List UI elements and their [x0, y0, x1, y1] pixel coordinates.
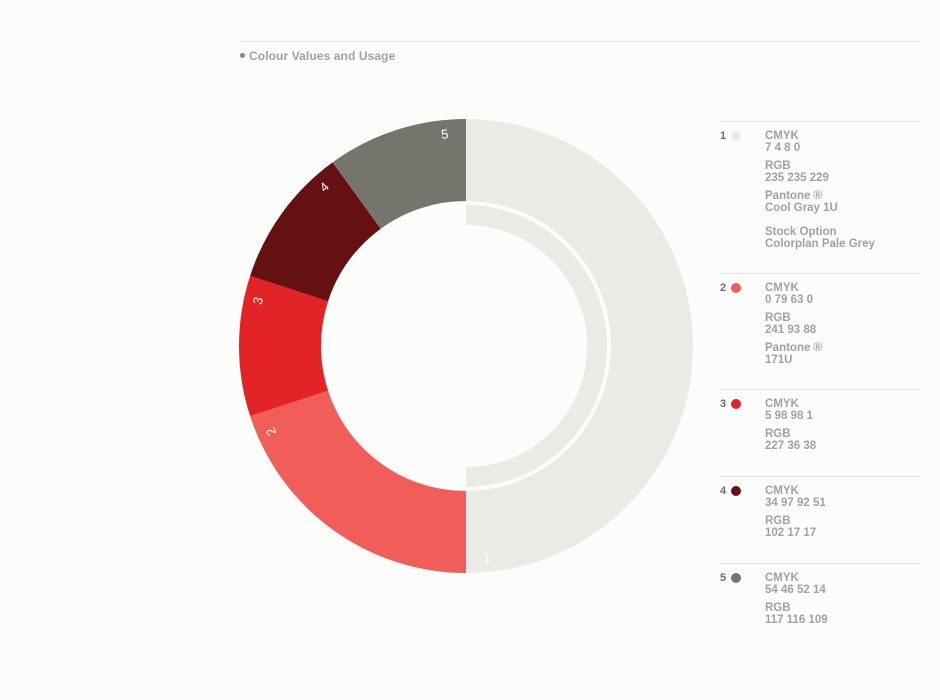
- inner-accent-ring: [466, 205, 607, 487]
- legend-entry-3: 3 CMYK 5 98 98 1 RGB 227 36 38: [720, 389, 920, 476]
- cmyk-values: 5 98 98 1: [765, 410, 813, 422]
- legend-index: 5: [720, 572, 727, 584]
- legend-index: 1: [720, 130, 727, 142]
- donut-slice-5: [332, 119, 466, 229]
- pantone-value: Cool Gray 1U: [765, 202, 838, 214]
- rgb-label: RGB: [765, 160, 791, 172]
- stock-value: Colorplan Pale Grey: [765, 238, 875, 250]
- rgb-values: 241 93 88: [765, 324, 817, 336]
- cmyk-label: CMYK: [765, 485, 799, 497]
- legend-entry-2: 2 CMYK 0 79 63 0 RGB 241 93 88 Pantone ® 17…: [720, 273, 920, 389]
- top-divider: [240, 41, 920, 42]
- swatch-dot-icon: [731, 131, 741, 141]
- stock-label: Stock Option: [765, 226, 837, 238]
- swatch-dot-icon: [731, 399, 741, 409]
- swatch-dot-icon: [731, 486, 741, 496]
- legend-values: CMYK 54 46 52 14 RGB 117 116 109: [765, 572, 828, 632]
- legend-values: CMYK 34 97 92 51 RGB 102 17 17: [765, 485, 826, 545]
- donut-slice-3: [238, 275, 329, 417]
- legend-values: CMYK 0 79 63 0 RGB 241 93 88 Pantone ® 171U: [765, 282, 822, 372]
- rgb-values: 227 36 38: [765, 440, 817, 452]
- legend-values: CMYK 7 4 8 0 RGB 235 235 229 Pantone ® Cool…: [765, 130, 875, 256]
- swatch-dot-icon: [731, 573, 741, 583]
- cmyk-label: CMYK: [765, 572, 799, 584]
- pantone-label: Pantone ®: [765, 342, 823, 354]
- donut-hole: [345, 225, 587, 467]
- colour-legend: 1 CMYK 7 4 8 0 RGB 235 235 229 Pantone ® Co…: [720, 121, 920, 643]
- rgb-label: RGB: [765, 602, 791, 614]
- rgb-values: 117 116 109: [765, 614, 828, 626]
- cmyk-values: 0 79 63 0: [765, 294, 813, 306]
- legend-index: 2: [720, 282, 727, 294]
- cmyk-label: CMYK: [765, 130, 799, 142]
- legend-index: 4: [720, 485, 727, 497]
- cmyk-values: 34 97 92 51: [765, 497, 826, 509]
- legend-entry-4: 4 CMYK 34 97 92 51 RGB 102 17 17: [720, 476, 920, 563]
- legend-values: CMYK 5 98 98 1 RGB 227 36 38: [765, 398, 816, 458]
- bullet-icon: [240, 53, 245, 58]
- rgb-label: RGB: [765, 515, 791, 527]
- slice-label-5: 5: [440, 126, 449, 142]
- donut-slice-4: [250, 162, 381, 302]
- pantone-value: 171U: [765, 354, 793, 366]
- legend-index: 3: [720, 398, 727, 410]
- rgb-values: 102 17 17: [765, 527, 817, 539]
- rgb-label: RGB: [765, 312, 791, 324]
- section-title: Colour Values and Usage: [240, 49, 395, 63]
- legend-entry-5: 5 CMYK 54 46 52 14 RGB 117 116 109: [720, 563, 920, 643]
- swatch-dot-icon: [731, 283, 741, 293]
- slice-label-1: 1: [483, 550, 492, 566]
- cmyk-values: 7 4 8 0: [765, 142, 801, 154]
- rgb-label: RGB: [765, 428, 791, 440]
- cmyk-label: CMYK: [765, 398, 799, 410]
- donut-slice-2: [250, 390, 466, 573]
- cmyk-values: 54 46 52 14: [765, 584, 826, 596]
- section-title-text: Colour Values and Usage: [249, 49, 396, 63]
- cmyk-label: CMYK: [765, 282, 799, 294]
- rgb-values: 235 235 229: [765, 172, 829, 184]
- donut-slice-1: [466, 119, 693, 573]
- legend-entry-1: 1 CMYK 7 4 8 0 RGB 235 235 229 Pantone ® Co…: [720, 121, 920, 273]
- pantone-label: Pantone ®: [765, 190, 823, 202]
- slice-label-3: 3: [250, 296, 266, 306]
